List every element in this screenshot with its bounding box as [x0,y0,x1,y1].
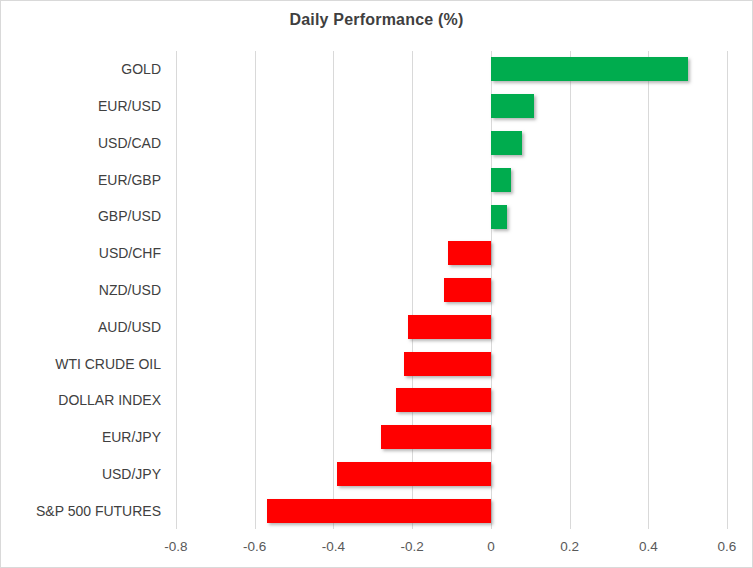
x-tick-label: 0.2 [560,539,579,554]
x-axis-labels: -0.8-0.6-0.4-0.200.20.40.6 [176,539,727,559]
x-tick-label: -0.4 [322,539,345,554]
x-tick-label: -0.8 [164,539,187,554]
y-category-label-aud-usd: AUD/USD [1,308,161,345]
bar-usd-chf [448,241,491,265]
gridline [570,51,571,529]
gridline [255,51,256,529]
bar-gbp-usd [491,205,507,229]
gridline [412,51,413,529]
bar-eur-usd [491,94,534,118]
y-category-label-s-p-500-futures: S&P 500 FUTURES [1,492,161,529]
y-category-label-gold: GOLD [1,51,161,88]
y-category-label-usd-chf: USD/CHF [1,235,161,272]
chart-canvas: Daily Performance (%) GOLDEUR/USDUSD/CAD… [0,0,753,568]
x-tick-label: 0.4 [639,539,658,554]
y-category-label-gbp-usd: GBP/USD [1,198,161,235]
gridline [491,51,492,529]
y-category-label-usd-cad: USD/CAD [1,125,161,162]
bar-usd-jpy [337,462,491,486]
y-axis-labels: GOLDEUR/USDUSD/CADEUR/GBPGBP/USDUSD/CHFN… [1,51,161,529]
y-category-label-usd-jpy: USD/JPY [1,455,161,492]
y-category-label-eur-usd: EUR/USD [1,88,161,125]
y-category-label-eur-jpy: EUR/JPY [1,419,161,456]
gridline [333,51,334,529]
plot-area [176,51,727,529]
y-category-label-wti-crude-oil: WTI CRUDE OIL [1,345,161,382]
bar-eur-jpy [381,425,491,449]
x-tick-label: -0.2 [400,539,423,554]
bar-wti-crude-oil [404,352,491,376]
bar-usd-cad [491,131,523,155]
x-tick-label: -0.6 [243,539,266,554]
bar-gold [491,57,688,81]
gridline [648,51,649,529]
x-tick-label: 0.6 [718,539,737,554]
bar-s-p-500-futures [267,499,491,523]
bar-aud-usd [408,315,491,339]
gridline [727,51,728,529]
y-category-label-dollar-index: DOLLAR INDEX [1,382,161,419]
chart-title: Daily Performance (%) [1,11,752,29]
gridline [176,51,177,529]
y-category-label-eur-gbp: EUR/GBP [1,161,161,198]
bar-nzd-usd [444,278,491,302]
bar-dollar-index [396,388,491,412]
y-category-label-nzd-usd: NZD/USD [1,272,161,309]
bar-eur-gbp [491,168,511,192]
x-tick-label: 0 [487,539,495,554]
